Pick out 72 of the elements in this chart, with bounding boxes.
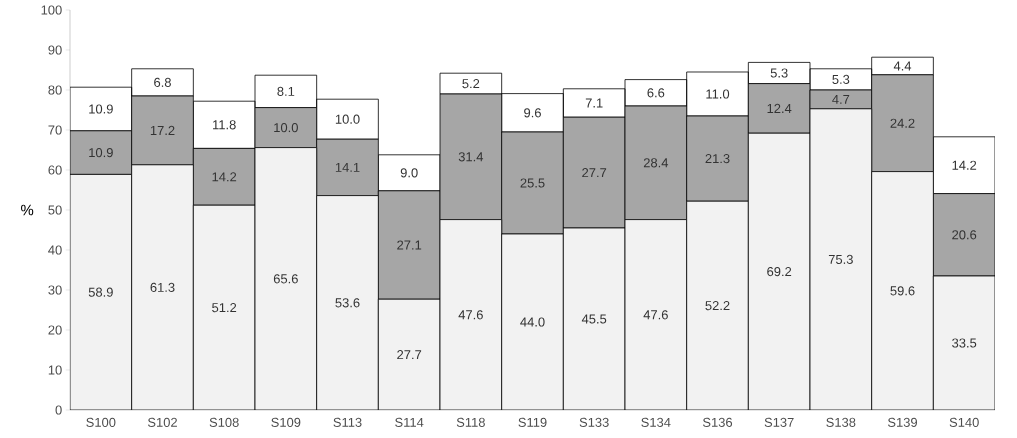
data-label: 47.6 (643, 310, 668, 320)
y-tick-label: 10 (48, 365, 62, 375)
x-tick-label: S133 (579, 417, 609, 427)
data-label: 51.2 (212, 303, 237, 313)
x-tick-label: S100 (86, 417, 116, 427)
y-tick-label: 100 (41, 5, 62, 15)
data-label: 65.6 (273, 274, 298, 284)
x-tick-label: S136 (702, 417, 733, 427)
data-label: 14.2 (952, 160, 977, 170)
y-tick-label: 70 (48, 125, 62, 135)
y-tick-label: 90 (48, 45, 62, 55)
y-tick-label: 80 (48, 85, 62, 95)
x-tick-label: S134 (641, 417, 671, 427)
x-tick-label: S139 (887, 417, 918, 427)
data-label: 33.5 (952, 338, 977, 348)
x-tick-label: S114 (395, 417, 424, 427)
x-tick-label: S109 (271, 417, 301, 427)
data-label: 10.0 (335, 114, 360, 124)
data-label: 27.7 (397, 350, 422, 360)
data-label: 9.0 (400, 168, 418, 178)
data-label: 28.4 (643, 158, 669, 168)
x-tick-label: S138 (826, 417, 856, 427)
x-tick-label: S108 (209, 417, 239, 427)
data-label: 52.2 (705, 301, 730, 311)
data-label: 4.4 (893, 61, 912, 71)
data-label: 21.3 (705, 154, 730, 164)
data-label: 14.2 (212, 172, 237, 182)
y-tick-label: 60 (48, 165, 62, 175)
x-tick-label: S118 (456, 417, 485, 427)
data-label: 27.1 (397, 240, 422, 250)
data-label: 14.1 (335, 162, 360, 172)
data-label: 44.0 (520, 317, 545, 327)
y-tick-label: 40 (48, 245, 62, 255)
data-label: 20.6 (952, 230, 977, 240)
data-label: 6.8 (154, 77, 171, 87)
y-axis-title: % (21, 204, 34, 216)
data-label: 4.7 (832, 94, 850, 104)
x-tick-label: S113 (333, 417, 362, 427)
x-tick-label: S137 (764, 417, 794, 427)
data-label: 47.6 (458, 310, 483, 320)
data-label: 10.9 (89, 104, 113, 114)
data-label: 10.9 (89, 148, 113, 158)
x-tick-label: S119 (518, 417, 547, 427)
y-tick-label: 50 (48, 205, 62, 215)
data-label: 17.2 (150, 125, 175, 135)
data-label: 25.5 (520, 178, 545, 188)
data-label: 9.6 (524, 108, 541, 118)
data-label: 53.6 (335, 298, 360, 308)
data-label: 69.2 (767, 267, 792, 277)
y-tick-label: 0 (55, 405, 62, 415)
data-label: 59.6 (890, 286, 915, 296)
data-label: 58.9 (88, 287, 113, 297)
data-label: 11.0 (706, 89, 730, 99)
data-label: 8.1 (277, 86, 295, 96)
data-label: 24.2 (890, 118, 915, 128)
x-tick-label: S102 (147, 417, 177, 427)
data-label: 5.3 (770, 68, 788, 78)
data-label: 6.6 (647, 88, 665, 98)
x-tick-label: S140 (949, 417, 979, 427)
data-label: 5.3 (832, 74, 850, 84)
data-label: 31.4 (458, 152, 484, 162)
data-label: 45.5 (581, 314, 607, 324)
data-label: 75.3 (828, 254, 853, 264)
data-label: 7.1 (585, 98, 603, 108)
data-label: 10.0 (274, 123, 298, 133)
y-tick-label: 30 (48, 285, 62, 295)
data-label: 61.3 (150, 282, 175, 292)
data-label: 11.8 (213, 120, 236, 130)
data-label: 27.7 (582, 168, 607, 178)
y-tick-label: 20 (48, 325, 62, 335)
data-label: 12.4 (767, 103, 792, 113)
data-label: 5.2 (462, 79, 480, 89)
